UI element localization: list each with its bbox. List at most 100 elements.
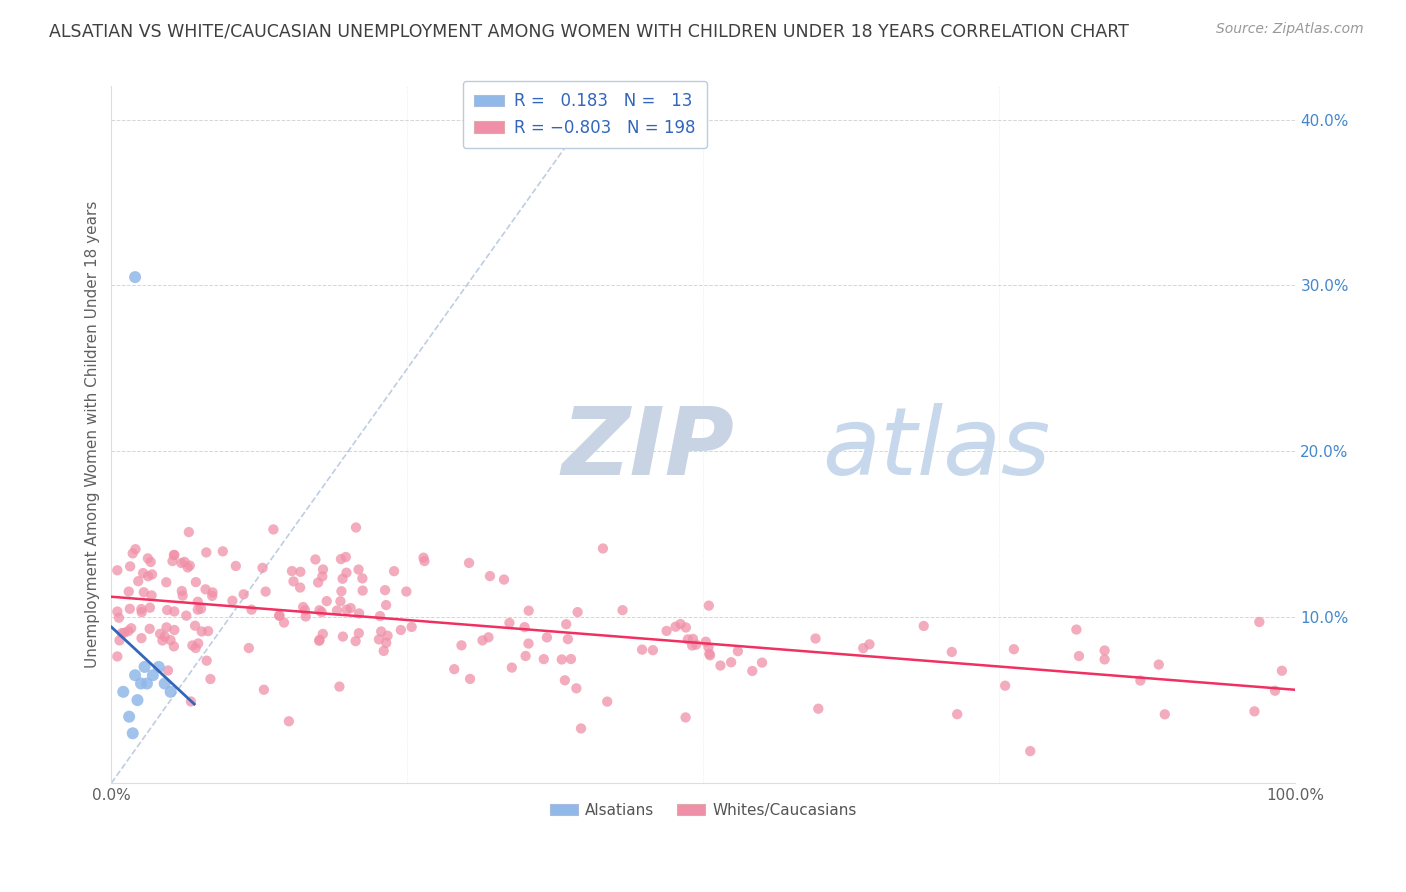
Point [655,624,678,638]
Point [187,595,209,609]
Point [727,644,749,658]
Point [120,559,142,574]
Point [389,623,412,637]
Point [153,630,176,644]
Point [344,634,367,648]
Point [105,563,128,577]
Point [682,632,704,646]
Point [1094,652,1116,666]
Text: atlas: atlas [823,403,1050,494]
Point [141,567,163,582]
Point [108,633,131,648]
Point [281,564,304,578]
Point [370,624,392,639]
Y-axis label: Unemployment Among Women with Children Under 18 years: Unemployment Among Women with Children U… [86,201,100,668]
Point [858,637,880,651]
Point [941,645,963,659]
Point [170,584,193,599]
Point [138,622,160,636]
Point [352,583,374,598]
Point [184,640,207,655]
Point [127,574,149,589]
Point [163,548,186,562]
Point [912,619,935,633]
Point [136,551,159,566]
Point [201,585,224,599]
Point [121,726,143,740]
Point [709,658,731,673]
Point [501,660,523,674]
Point [368,609,391,624]
Point [373,644,395,658]
Point [641,643,664,657]
Point [197,624,219,639]
Point [176,560,198,574]
Point [335,566,357,580]
Point [148,660,170,674]
Point [174,608,197,623]
Point [1243,704,1265,718]
Point [139,600,162,615]
Point [413,554,436,568]
Point [221,593,243,607]
Text: Source: ZipAtlas.com: Source: ZipAtlas.com [1216,22,1364,37]
Point [377,629,399,643]
Point [312,562,335,576]
Point [1066,623,1088,637]
Point [162,554,184,568]
Point [156,603,179,617]
Point [1129,673,1152,688]
Point [112,625,135,640]
Point [132,566,155,580]
Point [695,634,717,648]
Point [131,605,153,619]
Point [1264,683,1286,698]
Point [269,608,291,623]
Point [194,582,217,597]
Point [195,654,218,668]
Point [1002,642,1025,657]
Point [336,603,359,617]
Point [112,685,135,699]
Point [136,676,159,690]
Point [124,542,146,557]
Point [567,605,589,619]
Point [181,639,204,653]
Point [1271,664,1294,678]
Point [685,638,707,652]
Point [557,632,579,646]
Point [382,564,405,578]
Point [471,633,494,648]
Point [328,680,350,694]
Point [201,589,224,603]
Point [124,668,146,682]
Point [569,722,592,736]
Point [172,589,194,603]
Point [179,558,201,573]
Point [592,541,614,556]
Point [375,636,398,650]
Point [273,615,295,630]
Point [1019,744,1042,758]
Point [697,640,720,655]
Point [131,602,153,616]
Point [312,627,335,641]
Point [153,676,176,690]
Point [307,575,329,590]
Point [720,655,742,669]
Point [187,636,209,650]
Point [142,668,165,682]
Point [536,631,558,645]
Point [669,617,692,632]
Point [308,633,330,648]
Point [131,631,153,645]
Point [332,572,354,586]
Point [184,618,207,632]
Point [294,609,316,624]
Point [190,601,212,615]
Point [946,707,969,722]
Point [124,270,146,285]
Point [631,642,654,657]
Point [308,632,330,647]
Point [111,626,134,640]
